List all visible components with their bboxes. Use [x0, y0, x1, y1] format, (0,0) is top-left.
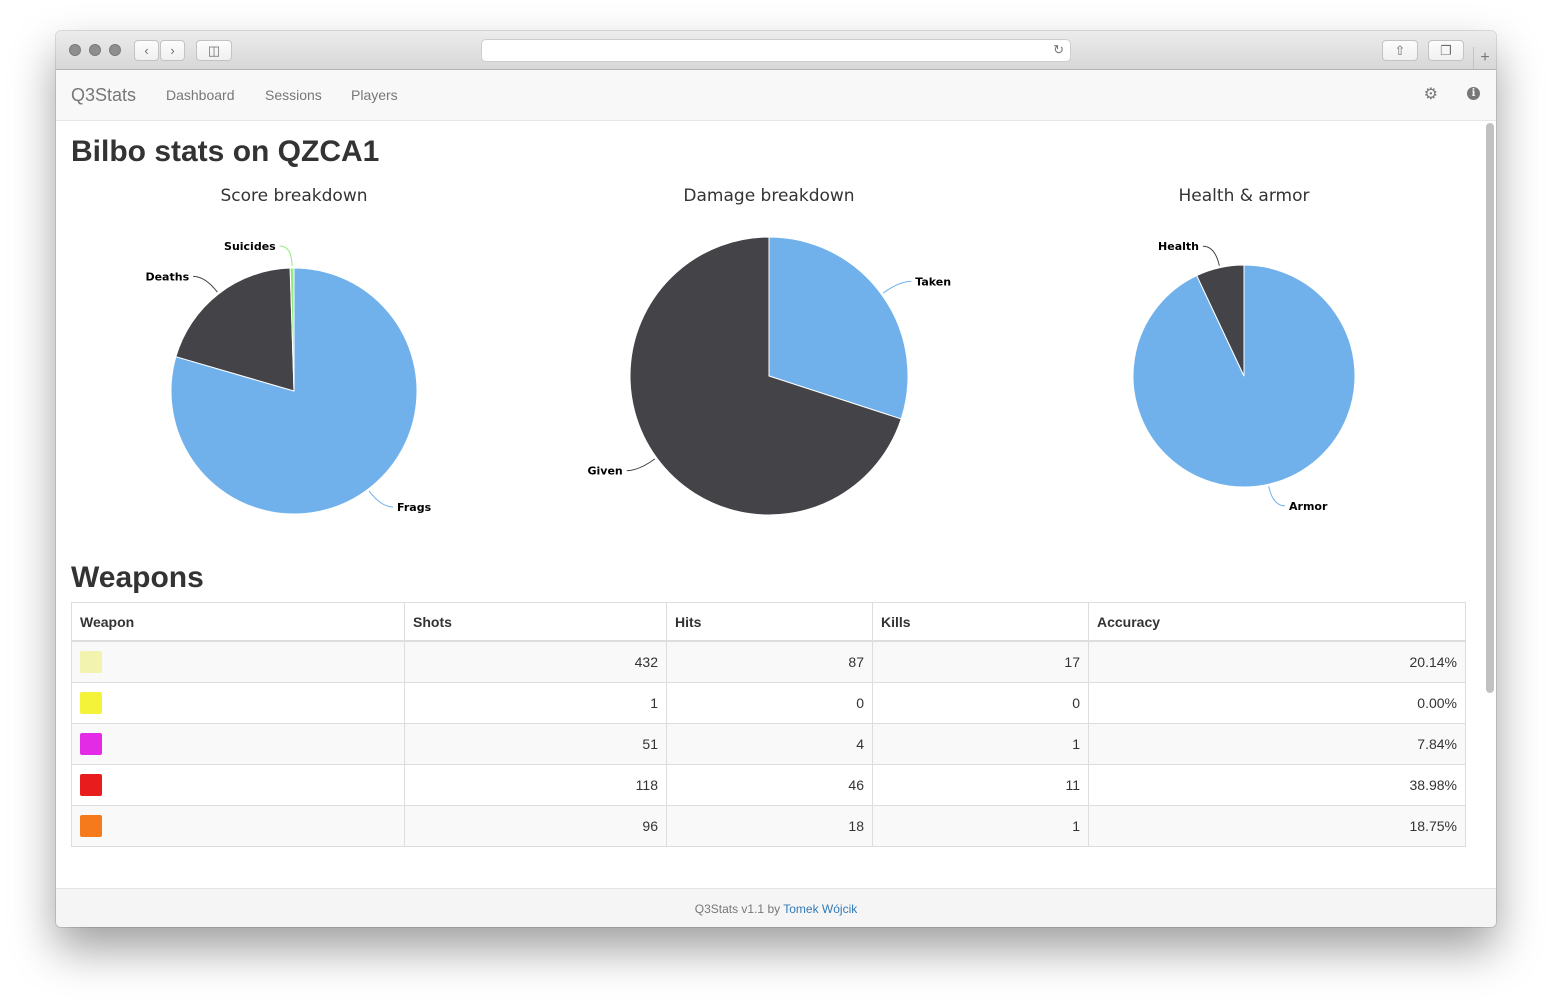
share-icon[interactable]: ⇧ [1382, 40, 1418, 61]
minimize-window-button[interactable] [89, 44, 101, 56]
table-header-row: Weapon Shots Hits Kills Accuracy [71, 602, 1466, 642]
pie-slice-given[interactable] [629, 236, 902, 516]
nav-dashboard[interactable]: Dashboard [166, 87, 235, 103]
footer-text: Q3Stats v1.1 by [694, 902, 784, 916]
table-row: 1 0 0 0.00% [71, 682, 1466, 724]
pie-label: Armor [1289, 500, 1328, 513]
back-icon[interactable]: ‹ [134, 40, 159, 61]
col-shots: Shots [404, 602, 667, 642]
weapons-title: Weapons [71, 561, 204, 594]
weapon-cell [71, 640, 405, 683]
sidebar-toggle-icon[interactable]: ◫ [196, 40, 232, 61]
pie-label: Frags [397, 501, 432, 514]
label-connector [368, 490, 394, 508]
hits-cell: 0 [666, 682, 873, 724]
accuracy-cell: 20.14% [1088, 640, 1466, 683]
new-tab-icon[interactable]: + [1473, 47, 1496, 69]
info-icon[interactable]: i [1467, 87, 1480, 100]
col-kills: Kills [872, 602, 1089, 642]
score-chart-title: Score breakdown [220, 186, 368, 206]
plasma-gun-icon [80, 733, 102, 755]
hits-cell: 87 [666, 640, 873, 683]
table-row: 432 87 17 20.14% [71, 640, 1466, 683]
browser-toolbar: ‹ › ◫ ↻ ⇧ ❐ + [56, 31, 1496, 70]
brand-link[interactable]: Q3Stats [71, 85, 137, 105]
accuracy-cell: 38.98% [1088, 764, 1466, 806]
browser-window: ‹ › ◫ ↻ ⇧ ❐ + Q3Stats Dashboard Sessions… [56, 31, 1496, 927]
col-hits: Hits [666, 602, 873, 642]
kills-cell: 1 [872, 723, 1089, 765]
reload-icon[interactable]: ↻ [1053, 42, 1064, 57]
lightning-gun-icon [80, 651, 102, 673]
gauntlet-icon [80, 774, 102, 796]
weapon-cell [71, 682, 405, 724]
hits-cell: 46 [666, 764, 873, 806]
kills-cell: 1 [872, 805, 1089, 847]
accuracy-cell: 0.00% [1088, 682, 1466, 724]
author-link[interactable]: Tomek Wójcik [783, 902, 858, 916]
accuracy-cell: 7.84% [1088, 723, 1466, 765]
kills-cell: 17 [872, 640, 1089, 683]
pie-label: Taken [915, 275, 951, 288]
page-title: Bilbo stats on QZCA1 [71, 135, 380, 168]
tabs-overview-icon[interactable]: ❐ [1428, 40, 1464, 61]
pie-slice-health[interactable] [1196, 264, 1245, 377]
close-window-button[interactable] [69, 44, 81, 56]
nav-sessions[interactable]: Sessions [265, 87, 322, 103]
shots-cell: 432 [404, 640, 667, 683]
zoom-window-button[interactable] [109, 44, 121, 56]
hits-cell: 18 [666, 805, 873, 847]
shots-cell: 118 [404, 764, 667, 806]
rocket-launcher-icon [80, 692, 102, 714]
address-bar[interactable]: ↻ [481, 39, 1071, 62]
table-row: 118 46 11 38.98% [71, 764, 1466, 806]
pie-slice-deaths[interactable] [175, 267, 295, 392]
weapon-cell [71, 723, 405, 765]
col-weapon: Weapon [71, 602, 405, 642]
footer: Q3Stats v1.1 by Tomek Wójcik [56, 888, 1496, 927]
weapons-table: Weapon Shots Hits Kills Accuracy 432 87 17… [71, 602, 1466, 847]
table-row: 96 18 1 18.75% [71, 805, 1466, 847]
shots-cell: 51 [404, 723, 667, 765]
weapon-cell [71, 764, 405, 806]
forward-icon[interactable]: › [160, 40, 185, 61]
label-connector [626, 458, 656, 472]
hits-cell: 4 [666, 723, 873, 765]
scrollbar[interactable] [1486, 123, 1494, 693]
pie-label: Health [1158, 240, 1199, 253]
pie-slice-suicides[interactable] [289, 267, 295, 392]
table-row: 51 4 1 7.84% [71, 723, 1466, 765]
health-chart-title: Health & armor [1178, 186, 1310, 206]
main-content: Bilbo stats on QZCA1 Score breakdown Dam… [56, 121, 1482, 889]
shots-cell: 96 [404, 805, 667, 847]
pie-slice-taken[interactable] [768, 236, 909, 420]
label-connector [279, 245, 293, 267]
shots-cell: 1 [404, 682, 667, 724]
pie-label: Deaths [145, 270, 189, 283]
label-connector [1202, 245, 1220, 266]
accuracy-cell: 18.75% [1088, 805, 1466, 847]
label-connector [1268, 486, 1286, 507]
pie-label: Given [587, 465, 622, 478]
weapon-cell [71, 805, 405, 847]
kills-cell: 0 [872, 682, 1089, 724]
col-accuracy: Accuracy [1088, 602, 1466, 642]
machine-gun-icon [80, 815, 102, 837]
label-connector [193, 275, 218, 293]
navbar: Q3Stats Dashboard Sessions Players ⚙ i [56, 70, 1496, 121]
gear-icon[interactable]: ⚙ [1423, 86, 1438, 103]
kills-cell: 11 [872, 764, 1089, 806]
nav-players[interactable]: Players [351, 87, 398, 103]
pie-label: Suicides [224, 240, 276, 253]
damage-chart-title: Damage breakdown [683, 186, 855, 206]
pie-charts: Frags Deaths Suicides Taken Given Armor Health [145, 236, 1356, 516]
label-connector [882, 280, 912, 294]
